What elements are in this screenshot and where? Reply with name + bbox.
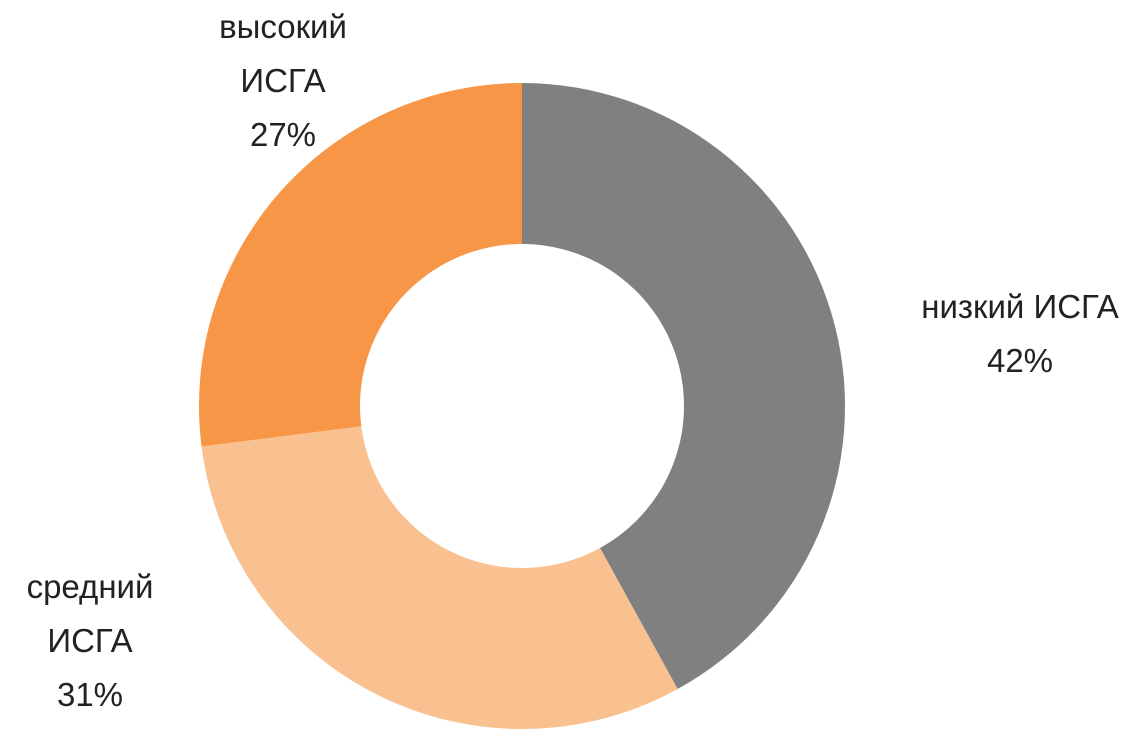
category-label: высокий ИСГА	[219, 8, 347, 99]
donut-segment	[199, 82, 522, 447]
data-label: средний ИСГА 31%	[0, 560, 180, 722]
data-label: низкий ИСГА 42%	[895, 280, 1145, 388]
donut-segment	[201, 426, 678, 730]
value-label: 31%	[56, 676, 124, 713]
value-label: 27%	[249, 116, 317, 153]
data-label: высокий ИСГА 27%	[183, 0, 383, 162]
donut-segment	[522, 83, 846, 690]
category-label: низкий ИСГА	[921, 288, 1119, 325]
category-label: средний ИСГА	[26, 568, 154, 659]
value-label: 42%	[986, 342, 1054, 379]
